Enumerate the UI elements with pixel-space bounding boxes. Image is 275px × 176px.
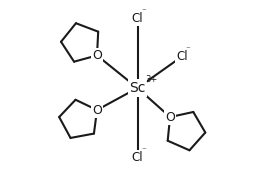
Text: Cl: Cl [132,12,143,25]
Text: ⁻: ⁻ [141,7,146,16]
Text: ⁻: ⁻ [186,45,191,54]
Text: O: O [92,103,102,117]
Text: Cl: Cl [132,151,143,164]
Text: 3+: 3+ [145,75,157,84]
Text: Cl: Cl [176,50,188,63]
Text: O: O [165,111,175,124]
Text: Sc: Sc [129,81,146,95]
Text: O: O [92,49,102,62]
Text: ⁻: ⁻ [141,146,146,155]
